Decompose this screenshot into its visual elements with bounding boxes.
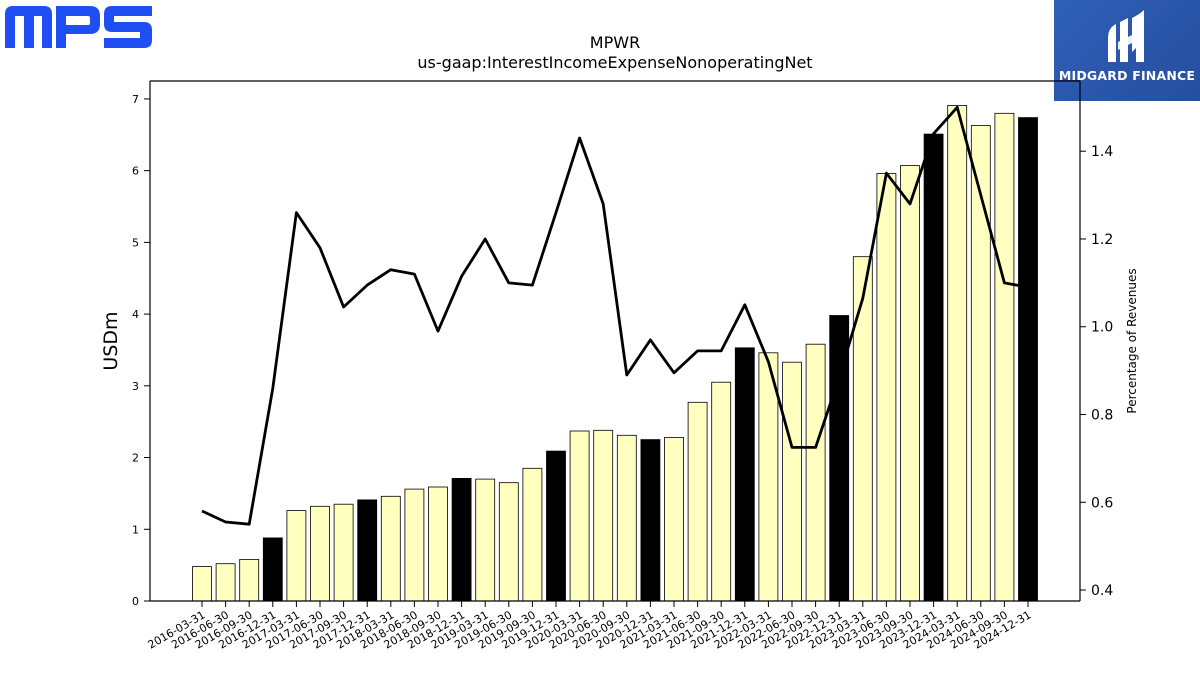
right-tick-label: 1.2	[1091, 232, 1113, 248]
bar-2023-03-31	[852, 256, 873, 602]
midgard-finance-mark	[1108, 10, 1144, 62]
left-tick-label: 2	[132, 452, 139, 465]
bar-2019-09-30	[522, 467, 543, 602]
mps-logo	[4, 4, 154, 50]
chart-subtitle: us-gaap:InterestIncomeExpenseNonoperatin…	[417, 53, 813, 72]
bar-2023-06-30	[876, 173, 897, 602]
bar-2023-12-31	[923, 133, 944, 602]
mps-logo-letter	[104, 6, 152, 48]
bar-2019-03-31	[475, 478, 496, 602]
bar-2021-03-31	[664, 437, 684, 602]
bar-2018-03-31	[380, 495, 401, 602]
right-tick-label: 0.4	[1091, 583, 1113, 599]
bar-2024-12-31	[1018, 117, 1038, 602]
bar-2018-12-31	[451, 477, 472, 602]
y2-axis-label: Percentage of Revenues	[1125, 268, 1139, 413]
bar-2018-06-30	[404, 488, 425, 602]
mps-logo-mark	[5, 6, 152, 48]
bar-2017-03-31	[286, 510, 307, 602]
midgard-finance-logo: MIDGARD FINANCE	[1054, 0, 1200, 101]
bar-2016-03-31	[192, 566, 212, 602]
bar-2020-09-30	[616, 434, 637, 602]
bar-2017-12-31	[357, 499, 378, 602]
bar-2020-06-30	[593, 429, 614, 602]
chart-title: MPWR	[589, 33, 641, 52]
bar-2024-03-31	[947, 105, 968, 602]
midgard-finance-wordmark: MIDGARD FINANCE	[1058, 68, 1196, 83]
bar-2021-09-30	[711, 381, 732, 602]
bar-2018-09-30	[428, 486, 448, 602]
bar-2021-12-31	[734, 347, 755, 602]
bar-2019-06-30	[498, 482, 519, 602]
mps-logo-letter	[56, 6, 100, 48]
left-tick-label: 1	[132, 523, 139, 536]
bar-2024-09-30	[994, 112, 1015, 602]
right-tick-label: 1.0	[1091, 320, 1113, 336]
bar-2019-12-31	[546, 450, 566, 602]
y-axis-label: USDm	[100, 311, 122, 370]
right-tick-label: 0.8	[1091, 408, 1113, 424]
bar-2016-09-30	[239, 559, 260, 602]
left-tick-label: 0	[132, 595, 139, 608]
left-tick-label: 3	[132, 380, 139, 393]
bar-2020-12-31	[640, 439, 661, 602]
bar-2017-06-30	[310, 505, 330, 602]
right-tick-label: 0.6	[1091, 495, 1113, 511]
revenue-percentage-line	[201, 105, 1029, 526]
left-tick-label: 7	[132, 93, 139, 106]
bar-2022-09-30	[805, 343, 826, 602]
bar-2020-03-31	[569, 430, 590, 602]
bar-2016-12-31	[262, 537, 283, 602]
left-tick-label: 5	[132, 236, 139, 249]
bar-2023-09-30	[900, 165, 920, 602]
bar-2021-06-30	[687, 401, 708, 602]
left-tick-label: 4	[132, 308, 139, 321]
bar-2022-06-30	[782, 361, 802, 602]
bar-2017-09-30	[333, 503, 354, 602]
left-tick-label: 6	[132, 165, 139, 178]
right-tick-label: 1.4	[1091, 144, 1113, 160]
bar-2016-06-30	[215, 563, 236, 602]
mps-logo-letter	[5, 6, 52, 48]
